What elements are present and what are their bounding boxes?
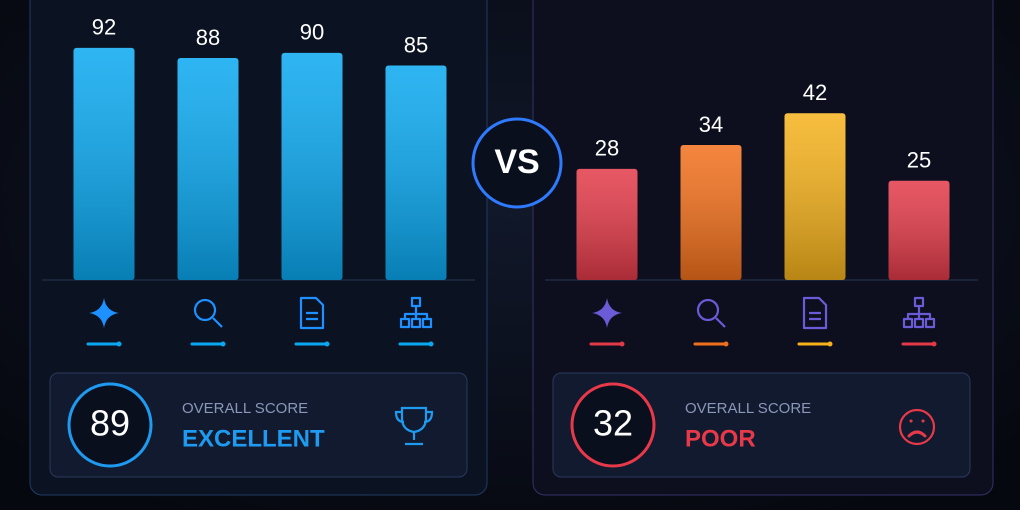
category-icon xyxy=(299,296,325,330)
underline-dot xyxy=(428,341,434,347)
tree-links xyxy=(906,306,932,319)
bar-shade xyxy=(888,180,950,280)
value-label: 28 xyxy=(595,136,619,161)
search-icon xyxy=(696,298,720,322)
score-rating: EXCELLENT xyxy=(182,425,325,452)
bar-shade xyxy=(385,65,447,281)
value-label: 34 xyxy=(699,112,723,137)
underline-dot xyxy=(619,341,625,347)
category-icon xyxy=(193,298,223,328)
doc-icon xyxy=(299,296,325,330)
trophy-cup xyxy=(394,406,434,446)
bar-shade xyxy=(680,145,742,280)
sparkle-icon xyxy=(592,298,622,328)
score-rating: POOR xyxy=(685,425,756,452)
underline-dot xyxy=(116,341,122,347)
value-label: 42 xyxy=(803,80,827,105)
bar-shade xyxy=(73,47,135,281)
bar-shade xyxy=(784,113,846,280)
sad-mouth xyxy=(907,419,927,438)
score-label: OVERALL SCORE xyxy=(685,400,811,417)
underline-dot xyxy=(324,341,330,347)
bar-shade xyxy=(177,57,239,280)
right-panel xyxy=(532,0,994,496)
score-ring xyxy=(570,382,656,468)
category-icon xyxy=(696,298,726,328)
vs-badge xyxy=(471,117,563,209)
score-value: 89 xyxy=(90,403,130,444)
category-icon xyxy=(592,298,622,328)
bar-shade xyxy=(281,52,343,280)
value-label: 88 xyxy=(196,25,220,50)
value-label: 85 xyxy=(404,32,428,57)
tree-links xyxy=(403,306,429,319)
status-icon xyxy=(394,406,434,446)
underline-dot xyxy=(931,341,937,347)
score-label: OVERALL SCORE xyxy=(182,400,308,417)
underline-dot xyxy=(220,341,226,347)
vs-label: VS xyxy=(494,143,539,181)
search-icon xyxy=(193,298,217,322)
doc-lines xyxy=(809,311,821,321)
summary-box xyxy=(552,372,971,478)
left-panel xyxy=(29,0,488,496)
category-icon xyxy=(902,296,936,329)
value-label: 92 xyxy=(92,15,116,40)
value-label: 90 xyxy=(300,20,324,45)
category-icon xyxy=(399,296,433,329)
score-value: 32 xyxy=(593,403,633,444)
status-icon xyxy=(898,408,936,446)
category-icon xyxy=(802,296,828,330)
summary-box xyxy=(49,372,468,478)
doc-lines xyxy=(306,311,318,321)
underline-dot xyxy=(723,341,729,347)
search-handle xyxy=(212,317,223,328)
sad-face xyxy=(898,408,936,446)
bar-shade xyxy=(576,168,638,280)
value-label: 25 xyxy=(907,148,931,173)
underline-dot xyxy=(827,341,833,347)
sparkle-icon xyxy=(89,298,119,328)
score-ring xyxy=(67,382,153,468)
search-handle xyxy=(715,317,726,328)
category-icon xyxy=(89,298,119,328)
doc-icon xyxy=(802,296,828,330)
